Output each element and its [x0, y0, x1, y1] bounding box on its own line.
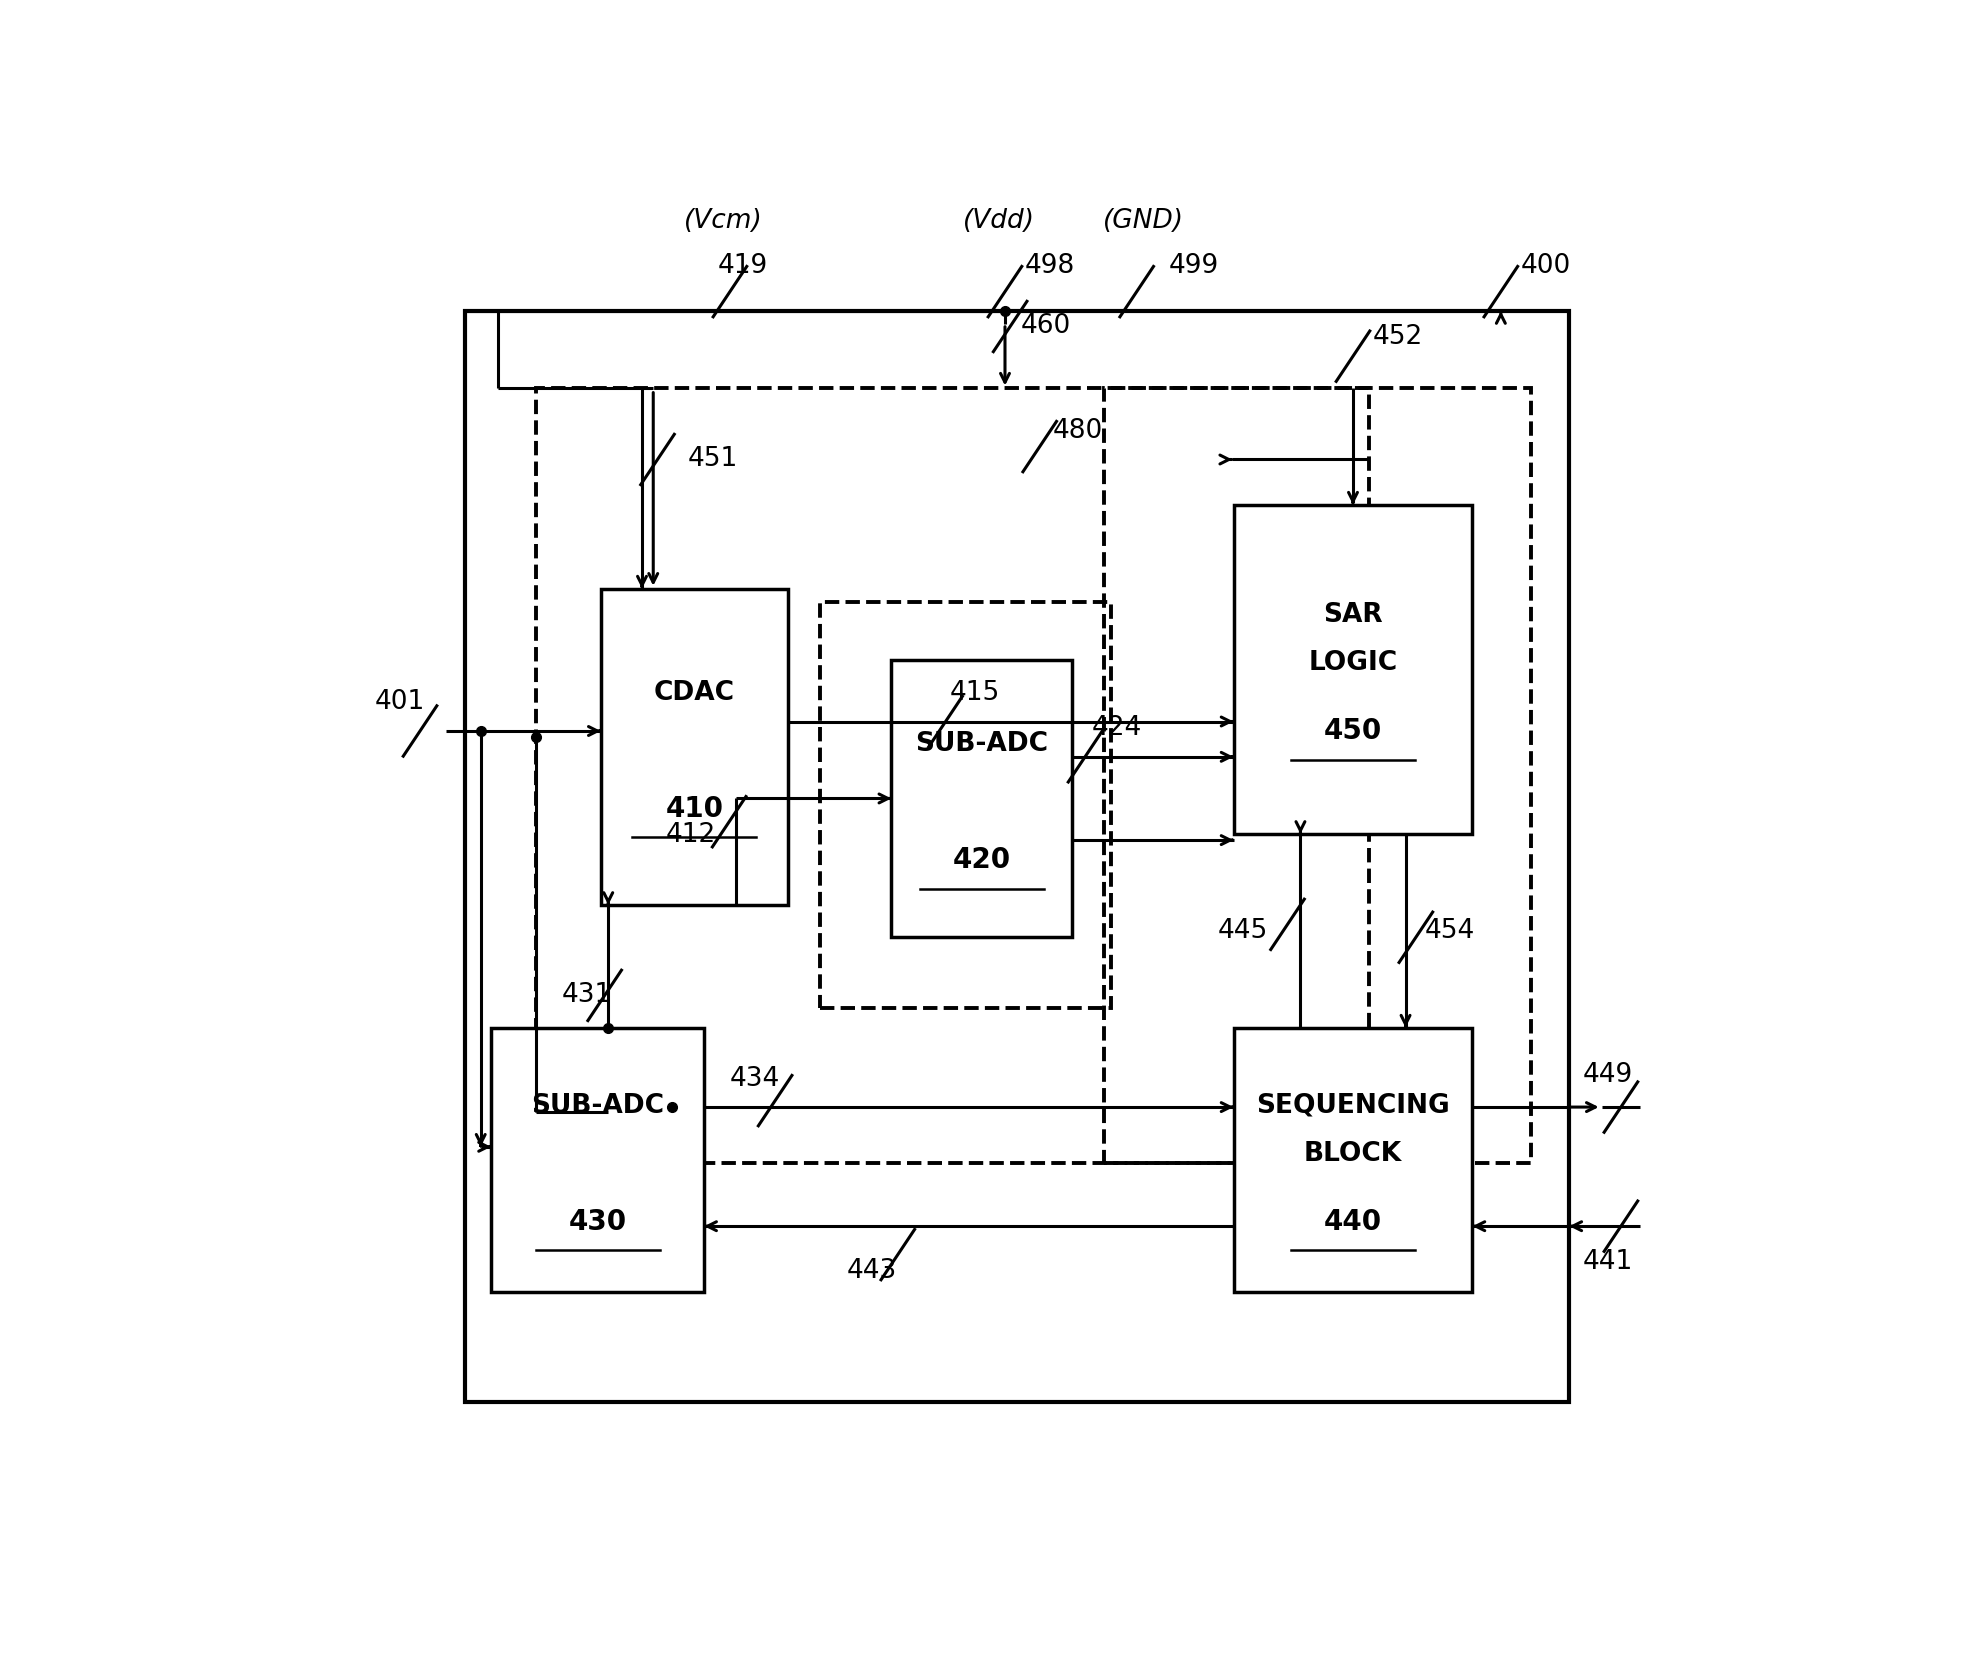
Text: 415: 415 [950, 679, 1001, 706]
Bar [602, 589, 788, 906]
Text: 480: 480 [1052, 418, 1103, 444]
Text: 431: 431 [562, 983, 611, 1008]
Bar [1105, 389, 1532, 1164]
Text: 445: 445 [1217, 917, 1268, 944]
Bar [466, 310, 1569, 1402]
Text: 400: 400 [1520, 253, 1571, 278]
Text: 449: 449 [1583, 1062, 1632, 1088]
Text: 454: 454 [1425, 917, 1474, 944]
Text: (Vcm): (Vcm) [684, 208, 763, 233]
Text: 420: 420 [954, 847, 1011, 874]
Text: 441: 441 [1583, 1249, 1632, 1276]
Text: 498: 498 [1024, 253, 1075, 278]
Text: 412: 412 [666, 822, 716, 847]
Text: 430: 430 [568, 1207, 627, 1236]
Text: 499: 499 [1170, 253, 1219, 278]
Text: 460: 460 [1020, 314, 1071, 339]
Text: (Vdd): (Vdd) [963, 208, 1034, 233]
Text: 410: 410 [665, 795, 723, 823]
Text: 443: 443 [847, 1258, 896, 1285]
Text: SEQUENCING: SEQUENCING [1256, 1093, 1449, 1119]
Text: 450: 450 [1323, 718, 1382, 745]
Bar [820, 602, 1111, 1008]
Text: LOGIC: LOGIC [1309, 651, 1398, 676]
Bar [891, 659, 1071, 937]
Bar [1233, 1028, 1473, 1293]
Bar [492, 1028, 704, 1293]
Text: SAR: SAR [1323, 602, 1382, 629]
Text: 434: 434 [729, 1065, 781, 1092]
Text: 452: 452 [1372, 324, 1423, 350]
Bar [537, 389, 1368, 1164]
Bar [1233, 505, 1473, 833]
Text: SUB-ADC: SUB-ADC [531, 1093, 665, 1119]
Text: BLOCK: BLOCK [1303, 1140, 1402, 1167]
Text: SUB-ADC: SUB-ADC [916, 731, 1048, 758]
Text: 440: 440 [1323, 1207, 1382, 1236]
Text: 451: 451 [688, 446, 737, 473]
Text: 419: 419 [718, 253, 769, 278]
Text: 424: 424 [1091, 716, 1142, 741]
Text: CDAC: CDAC [655, 679, 735, 706]
Text: 401: 401 [376, 689, 425, 716]
Text: (GND): (GND) [1103, 208, 1184, 233]
